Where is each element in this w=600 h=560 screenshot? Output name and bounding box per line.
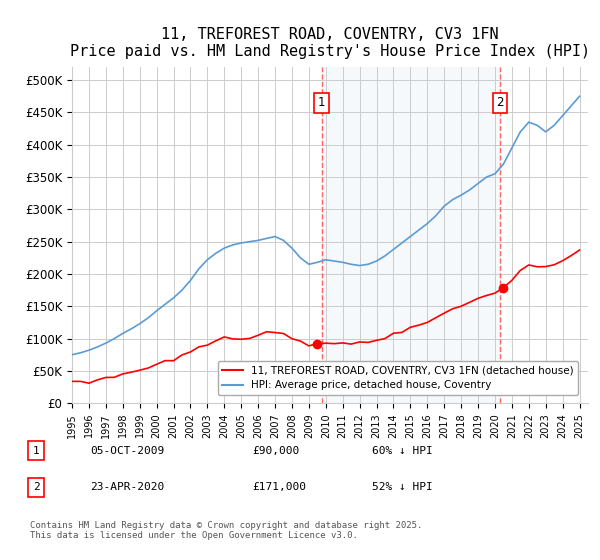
Text: 23-APR-2020: 23-APR-2020: [90, 482, 164, 492]
Text: 2: 2: [496, 96, 504, 109]
Text: 05-OCT-2009: 05-OCT-2009: [90, 446, 164, 456]
Text: £171,000: £171,000: [252, 482, 306, 492]
Text: 60% ↓ HPI: 60% ↓ HPI: [372, 446, 433, 456]
Legend: 11, TREFOREST ROAD, COVENTRY, CV3 1FN (detached house), HPI: Average price, deta: 11, TREFOREST ROAD, COVENTRY, CV3 1FN (d…: [218, 361, 578, 395]
Title: 11, TREFOREST ROAD, COVENTRY, CV3 1FN
Price paid vs. HM Land Registry's House Pr: 11, TREFOREST ROAD, COVENTRY, CV3 1FN Pr…: [70, 27, 590, 59]
Text: Contains HM Land Registry data © Crown copyright and database right 2025.
This d: Contains HM Land Registry data © Crown c…: [30, 521, 422, 540]
Text: 52% ↓ HPI: 52% ↓ HPI: [372, 482, 433, 492]
Bar: [322, 67, 500, 403]
Text: 1: 1: [318, 96, 325, 109]
Text: 2: 2: [32, 482, 40, 492]
Text: 1: 1: [32, 446, 40, 456]
Text: £90,000: £90,000: [252, 446, 299, 456]
